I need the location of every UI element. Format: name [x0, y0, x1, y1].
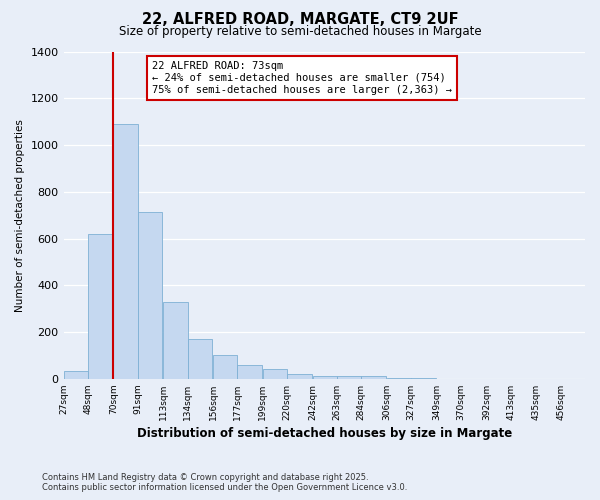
Text: Contains HM Land Registry data © Crown copyright and database right 2025.
Contai: Contains HM Land Registry data © Crown c… — [42, 473, 407, 492]
Bar — [313, 376, 337, 379]
Bar — [213, 356, 238, 379]
Bar — [361, 376, 386, 379]
Text: Size of property relative to semi-detached houses in Margate: Size of property relative to semi-detach… — [119, 25, 481, 38]
X-axis label: Distribution of semi-detached houses by size in Margate: Distribution of semi-detached houses by … — [137, 427, 512, 440]
Y-axis label: Number of semi-detached properties: Number of semi-detached properties — [15, 118, 25, 312]
Bar — [238, 365, 262, 379]
Bar — [188, 339, 212, 379]
Bar — [287, 374, 311, 379]
Bar — [138, 212, 162, 379]
Bar — [263, 370, 287, 379]
Bar — [113, 124, 138, 379]
Bar — [337, 376, 361, 379]
Text: 22 ALFRED ROAD: 73sqm
← 24% of semi-detached houses are smaller (754)
75% of sem: 22 ALFRED ROAD: 73sqm ← 24% of semi-deta… — [152, 62, 452, 94]
Bar — [163, 302, 188, 379]
Text: 22, ALFRED ROAD, MARGATE, CT9 2UF: 22, ALFRED ROAD, MARGATE, CT9 2UF — [142, 12, 458, 28]
Bar — [88, 234, 112, 379]
Bar — [387, 378, 411, 379]
Bar — [64, 370, 88, 379]
